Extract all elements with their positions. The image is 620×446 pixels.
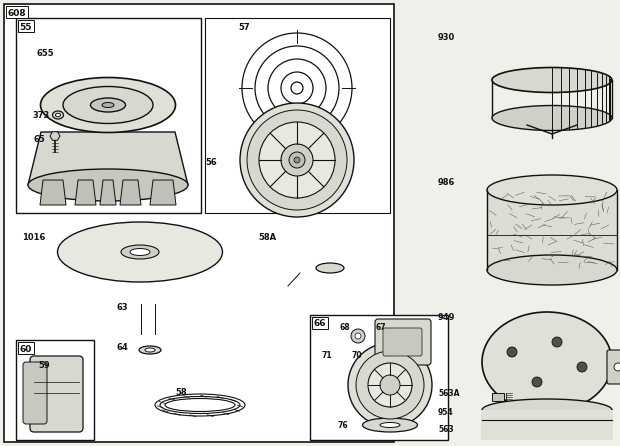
Circle shape: [294, 157, 300, 163]
Text: 71: 71: [322, 351, 332, 360]
Circle shape: [368, 363, 412, 407]
Ellipse shape: [487, 175, 617, 205]
Circle shape: [348, 343, 432, 427]
Ellipse shape: [58, 222, 223, 282]
Ellipse shape: [139, 346, 161, 354]
Ellipse shape: [91, 98, 125, 112]
Bar: [4, 4, 394, 442]
FancyBboxPatch shape: [607, 350, 620, 384]
Text: 655: 655: [37, 49, 54, 58]
Ellipse shape: [482, 399, 612, 421]
Polygon shape: [100, 180, 116, 205]
FancyBboxPatch shape: [30, 356, 83, 432]
Circle shape: [289, 152, 305, 168]
Text: 67: 67: [376, 323, 387, 332]
FancyBboxPatch shape: [375, 319, 431, 365]
Ellipse shape: [487, 255, 617, 285]
Bar: [18, 20, 34, 32]
Text: 63: 63: [117, 303, 128, 313]
Circle shape: [614, 363, 620, 371]
Circle shape: [577, 362, 587, 372]
Ellipse shape: [121, 245, 159, 259]
Ellipse shape: [56, 113, 61, 117]
Polygon shape: [28, 132, 188, 185]
Bar: [487, 190, 617, 270]
Text: 56: 56: [205, 158, 217, 167]
Bar: [16, 18, 201, 213]
Bar: [312, 317, 328, 329]
Circle shape: [351, 329, 365, 343]
Circle shape: [507, 347, 517, 357]
Text: 76: 76: [338, 421, 348, 430]
Ellipse shape: [28, 169, 188, 201]
Circle shape: [532, 377, 542, 387]
Text: 64: 64: [117, 343, 128, 352]
Text: 65: 65: [33, 136, 45, 145]
Text: 1016: 1016: [22, 234, 45, 243]
Ellipse shape: [145, 348, 155, 352]
Bar: [16, 340, 94, 440]
Text: 57: 57: [238, 23, 250, 32]
Bar: [310, 315, 448, 440]
Circle shape: [552, 337, 562, 347]
Ellipse shape: [130, 248, 150, 256]
Bar: [6, 6, 28, 18]
Polygon shape: [40, 180, 66, 205]
Ellipse shape: [492, 106, 612, 131]
Circle shape: [259, 122, 335, 198]
Text: 986: 986: [438, 178, 455, 187]
Ellipse shape: [63, 87, 153, 124]
Circle shape: [355, 333, 361, 339]
Circle shape: [281, 144, 313, 176]
FancyBboxPatch shape: [489, 427, 509, 437]
Text: 58A: 58A: [258, 233, 276, 242]
FancyBboxPatch shape: [23, 362, 47, 424]
Text: 60: 60: [20, 344, 32, 354]
Bar: [492, 393, 504, 401]
Text: 563A: 563A: [438, 389, 459, 398]
Bar: [205, 18, 390, 213]
Text: 954: 954: [438, 408, 454, 417]
Circle shape: [247, 110, 347, 210]
Ellipse shape: [482, 312, 612, 412]
Text: 373: 373: [33, 111, 50, 120]
Ellipse shape: [316, 263, 344, 273]
Circle shape: [380, 375, 400, 395]
Text: 55: 55: [20, 22, 32, 32]
Ellipse shape: [492, 67, 612, 92]
Ellipse shape: [102, 103, 114, 107]
Text: 58: 58: [175, 388, 187, 397]
Polygon shape: [50, 132, 60, 140]
Circle shape: [356, 351, 424, 419]
Polygon shape: [150, 180, 176, 205]
Polygon shape: [75, 180, 96, 205]
Polygon shape: [120, 180, 141, 205]
Ellipse shape: [380, 422, 400, 428]
Text: 68: 68: [340, 323, 351, 332]
Text: eReplacementParts.com: eReplacementParts.com: [246, 230, 374, 240]
Bar: [481, 410, 613, 440]
FancyBboxPatch shape: [383, 328, 422, 356]
Text: 949: 949: [438, 313, 455, 322]
Text: 66: 66: [314, 319, 326, 329]
Circle shape: [240, 103, 354, 217]
Text: 930: 930: [438, 33, 455, 42]
Text: 608: 608: [7, 8, 26, 17]
Text: 563: 563: [438, 425, 454, 434]
Text: 59: 59: [38, 360, 50, 369]
Bar: [18, 342, 34, 354]
Ellipse shape: [40, 78, 175, 132]
Ellipse shape: [363, 418, 417, 432]
Ellipse shape: [53, 111, 63, 119]
Text: 70: 70: [352, 351, 363, 360]
